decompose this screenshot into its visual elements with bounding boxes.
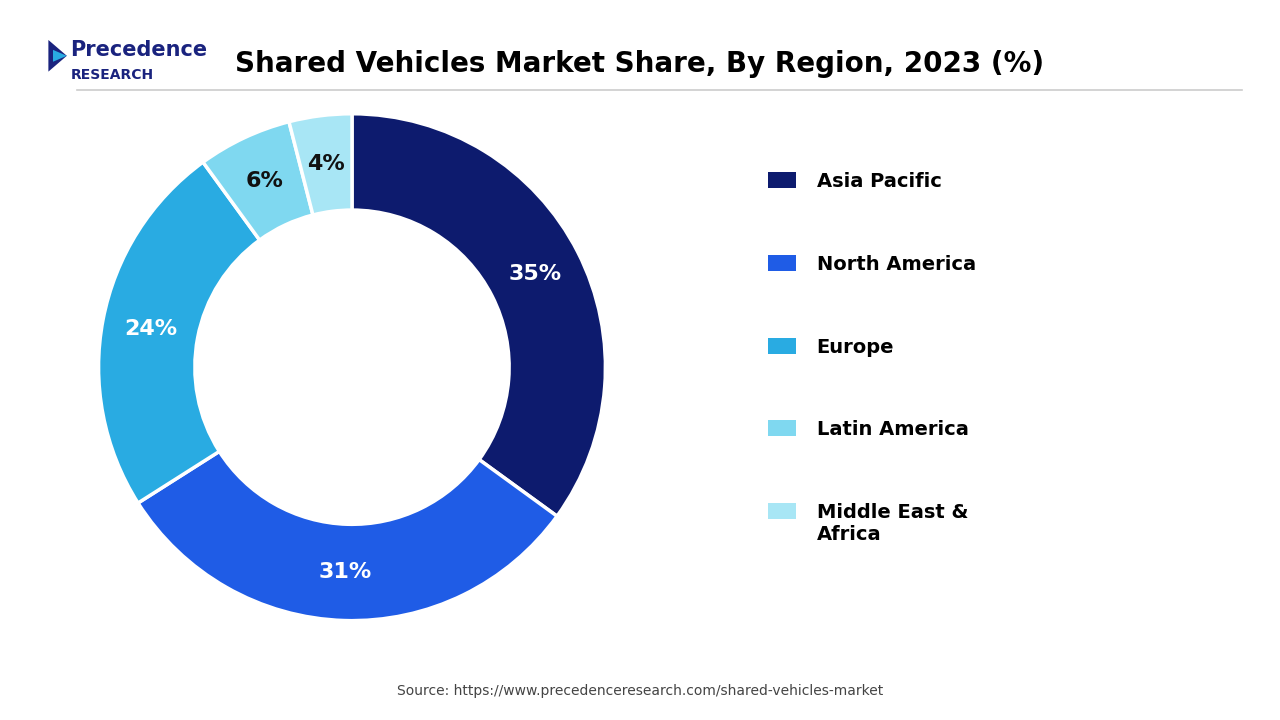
- Text: 6%: 6%: [246, 171, 284, 192]
- Text: 24%: 24%: [124, 319, 177, 338]
- Text: Source: https://www.precedenceresearch.com/shared-vehicles-market: Source: https://www.precedenceresearch.c…: [397, 685, 883, 698]
- Text: North America: North America: [817, 255, 975, 274]
- Text: Latin America: Latin America: [817, 420, 969, 439]
- Wedge shape: [99, 162, 260, 503]
- Polygon shape: [49, 40, 67, 71]
- Polygon shape: [52, 50, 67, 62]
- Text: Precedence: Precedence: [70, 40, 207, 60]
- Text: 35%: 35%: [508, 264, 562, 284]
- Text: RESEARCH: RESEARCH: [70, 68, 154, 82]
- Wedge shape: [289, 114, 352, 215]
- Wedge shape: [352, 114, 605, 516]
- Text: 4%: 4%: [307, 153, 346, 174]
- Text: Middle East &
Africa: Middle East & Africa: [817, 503, 968, 544]
- Wedge shape: [138, 451, 557, 621]
- Text: Asia Pacific: Asia Pacific: [817, 172, 942, 191]
- Wedge shape: [204, 122, 312, 240]
- Text: Europe: Europe: [817, 338, 895, 356]
- Text: 31%: 31%: [319, 562, 372, 582]
- Text: Shared Vehicles Market Share, By Region, 2023 (%): Shared Vehicles Market Share, By Region,…: [236, 50, 1044, 78]
